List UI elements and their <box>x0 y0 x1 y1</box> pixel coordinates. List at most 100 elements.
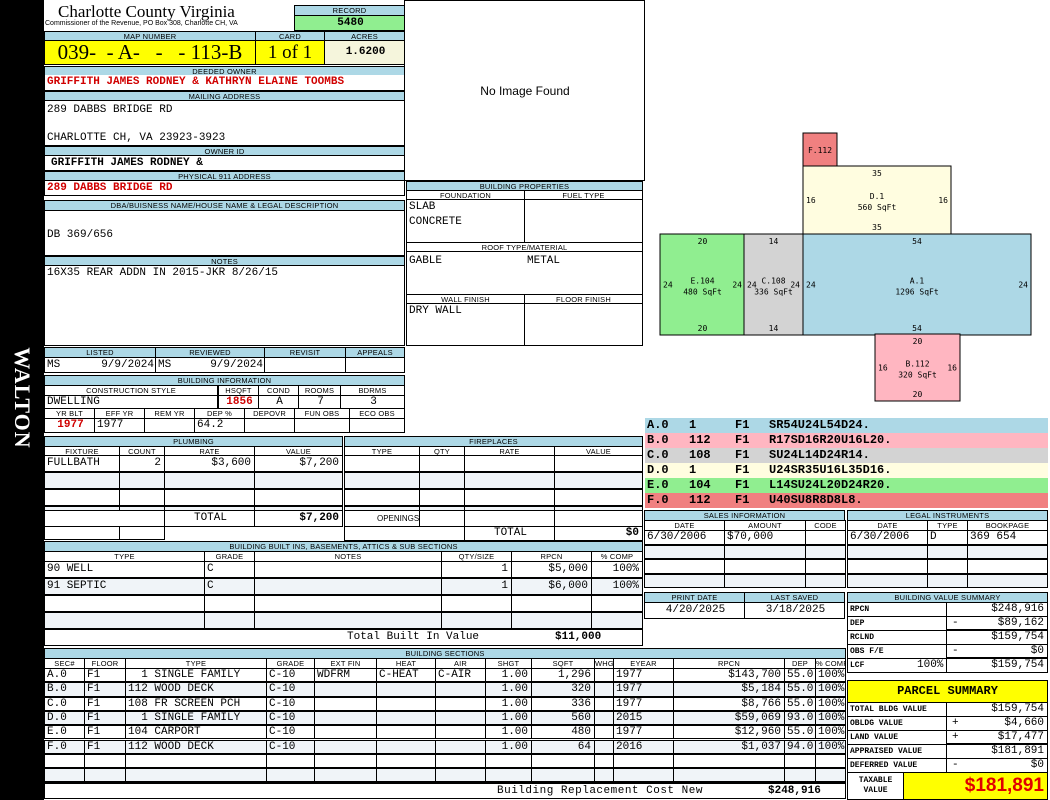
sketch-dim: 24 <box>663 281 673 290</box>
empty-cell <box>591 595 643 612</box>
table-cell: 94.0 <box>784 739 816 754</box>
sketch-dim: 16 <box>806 196 816 205</box>
table-cell: 1 <box>441 578 512 595</box>
table-cell: $59,069 <box>673 710 785 726</box>
empty-cell <box>376 768 436 783</box>
table-cell <box>314 725 377 740</box>
table-cell <box>314 739 377 754</box>
value-hsqft: 1856 <box>218 395 259 409</box>
table-cell <box>435 710 486 726</box>
table-cell <box>594 710 614 726</box>
table-cell: F1 <box>84 739 126 754</box>
table-cell: $5,000 <box>511 561 592 578</box>
empty-cell <box>441 612 512 629</box>
section-code-code: 104 <box>689 478 711 492</box>
table-cell <box>314 710 377 726</box>
parcel-sign: + <box>952 731 959 743</box>
table-cell: 93.0 <box>784 710 816 726</box>
fuel-type-value <box>524 199 643 243</box>
listed-date: 9/9/2024 <box>101 359 154 371</box>
empty-cell <box>594 753 614 769</box>
empty-cell <box>204 612 255 629</box>
empty-cell <box>591 612 643 629</box>
wall-finish-value: DRY WALL <box>406 303 525 346</box>
table-cell: 64 <box>531 739 595 754</box>
table-cell: 2015 <box>613 710 674 726</box>
parcel-value: $4,660 <box>946 716 1048 731</box>
empty-cell <box>927 559 968 574</box>
value-rooms: 7 <box>298 395 341 409</box>
table-cell: 100% <box>815 710 846 726</box>
table-cell: 1.00 <box>485 725 532 740</box>
table-cell: 100% <box>591 561 643 578</box>
section-code-row <box>645 478 1048 493</box>
sketch-area: 336 SqFt <box>754 288 793 297</box>
section-code-sec: D.0 <box>647 463 669 477</box>
table-cell <box>594 739 614 754</box>
empty-cell <box>927 573 968 588</box>
parcel-label: APPRAISED VALUE <box>847 744 947 759</box>
empty-cell <box>815 768 846 783</box>
table-cell: $6,000 <box>511 578 592 595</box>
empty-cell <box>531 753 595 769</box>
empty-cell <box>464 489 555 506</box>
table-cell <box>594 725 614 740</box>
section-code-code: 1 <box>689 463 697 477</box>
table-cell <box>435 739 486 754</box>
table-cell <box>594 668 614 683</box>
sketch-dim: 14 <box>769 237 779 246</box>
sketch-section-B <box>874 333 961 402</box>
table-cell <box>435 682 486 697</box>
empty-cell <box>464 472 555 489</box>
empty-cell <box>266 768 315 783</box>
parcel-label: LAND VALUE <box>847 730 947 745</box>
empty-cell <box>511 595 592 612</box>
empty-cell <box>673 753 785 769</box>
empty-cell <box>554 489 643 506</box>
sketch-dim: 16 <box>878 364 888 373</box>
table-cell: C-10 <box>266 668 315 683</box>
section-code-floor: F1 <box>735 448 750 462</box>
empty-cell <box>485 768 532 783</box>
sections-total-row <box>44 783 846 799</box>
map-number: 039- - A- - - 113-B <box>44 40 256 65</box>
empty-cell <box>847 573 928 588</box>
empty-cell <box>84 753 126 769</box>
value-summary-value: $89,162 <box>946 616 1048 631</box>
table-cell: 369 654 <box>967 530 1048 545</box>
builtins-total-row <box>44 629 643 646</box>
section-code-code: 108 <box>689 448 711 462</box>
empty-cell <box>314 768 377 783</box>
empty-cell <box>613 753 674 769</box>
table-cell: 1 <box>441 561 512 578</box>
table-cell: F1 <box>84 668 126 683</box>
foundation-1: SLAB <box>409 201 436 213</box>
parcel-value: $17,477 <box>946 730 1048 745</box>
table-cell: 6/30/2006 <box>847 530 928 545</box>
sketch-dim: 20 <box>913 337 923 346</box>
section-code-code: 112 <box>689 433 711 447</box>
table-cell: $70,000 <box>724 530 806 545</box>
value-sign: - <box>952 645 959 657</box>
section-code-path: L14SU24L20D24R20. <box>769 478 892 492</box>
sketch-dim: 16 <box>938 196 948 205</box>
empty-cell <box>724 559 806 574</box>
empty-cell <box>511 612 592 629</box>
section-code-sec: B.0 <box>647 433 669 447</box>
value-ecoobs <box>349 418 405 433</box>
empty-cell <box>815 753 846 769</box>
table-cell: 55.0 <box>784 696 816 711</box>
value-summary-label: RCLND <box>847 630 947 645</box>
floor-finish-value <box>524 303 643 346</box>
legal-description: DB 369/656 <box>44 210 405 256</box>
empty-cell <box>927 544 968 559</box>
parcel-label: OBLDG VALUE <box>847 716 947 731</box>
table-cell: 108 FR SCREEN PCH <box>125 696 267 711</box>
empty-cell <box>164 472 255 489</box>
table-cell <box>254 578 442 595</box>
empty-cell <box>44 489 120 506</box>
value-bdrms: 3 <box>340 395 405 409</box>
empty-cell <box>344 472 420 489</box>
table-cell: C-10 <box>266 710 315 726</box>
table-cell: C-AIR <box>435 668 486 683</box>
